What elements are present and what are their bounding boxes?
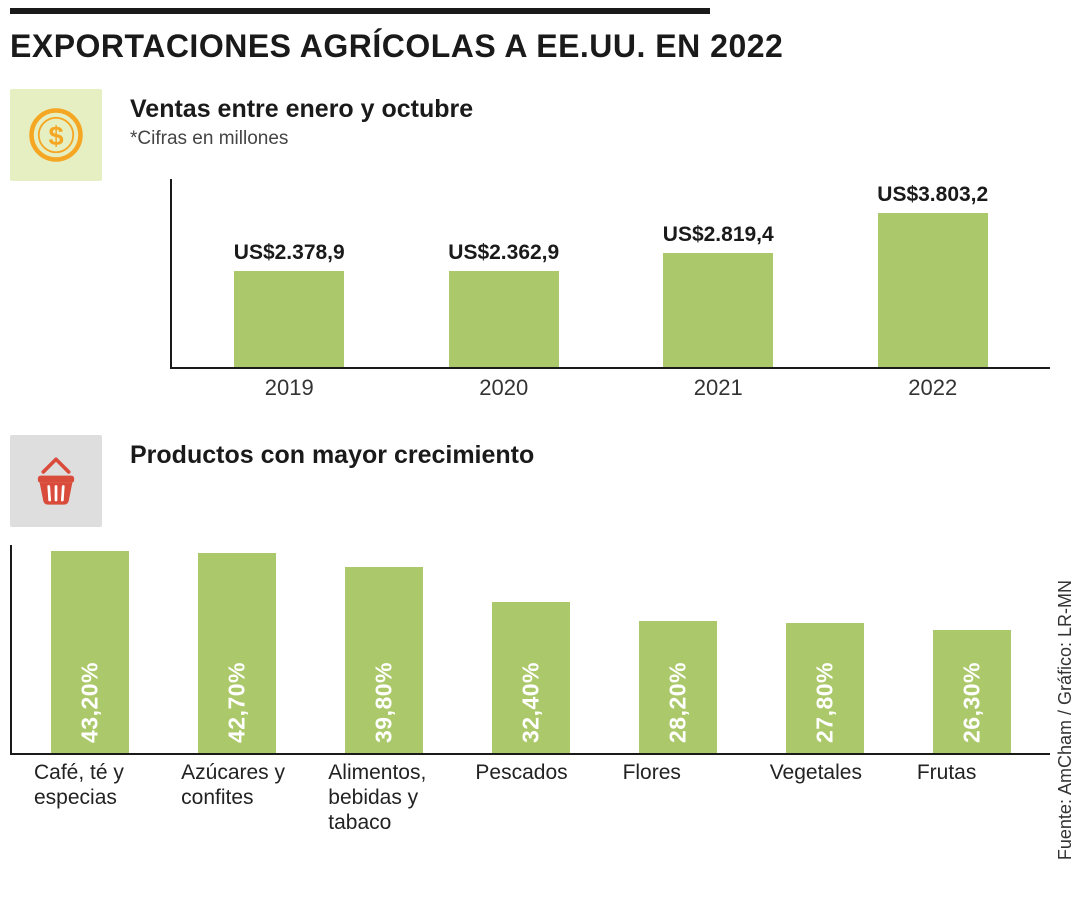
growth-col: 32,40%: [457, 602, 604, 754]
growth-col: 42,70%: [163, 553, 310, 753]
growth-bar: 43,20%: [51, 551, 129, 753]
yearly-note: *Cifras en millones: [130, 128, 473, 150]
source-credit: Fuente: AmCham / Gráfico: LR-MN: [1055, 580, 1076, 860]
growth-bar-value: 26,30%: [959, 662, 986, 743]
growth-bar: 32,40%: [492, 602, 570, 754]
yearly-axis-label: 2020: [397, 375, 612, 401]
growth-bar-value: 27,80%: [812, 662, 839, 743]
growth-bar: 26,30%: [933, 630, 1011, 753]
coin-icon: $: [10, 89, 102, 181]
growth-axis-label: Vegetales: [752, 761, 899, 835]
yearly-bar: [663, 253, 773, 367]
growth-bar-value: 32,40%: [517, 662, 544, 743]
yearly-bar: [234, 271, 344, 367]
yearly-bar: [878, 213, 988, 367]
growth-bar: 39,80%: [345, 567, 423, 753]
yearly-axis-label: 2021: [611, 375, 826, 401]
growth-section: Productos con mayor crecimiento 43,20% 42…: [10, 435, 1050, 835]
growth-col: 27,80%: [752, 623, 899, 753]
growth-axis-label: Café, té y especias: [16, 761, 163, 835]
growth-col: 28,20%: [605, 621, 752, 753]
yearly-col: US$3.803,2: [826, 183, 1041, 367]
yearly-bar-value: US$2.362,9: [448, 241, 559, 265]
growth-axis-label: Azúcares y confites: [163, 761, 310, 835]
growth-bar: 28,20%: [639, 621, 717, 753]
yearly-title: Ventas entre enero y octubre: [130, 95, 473, 124]
yearly-col: US$2.378,9: [182, 241, 397, 367]
growth-axis-label: Frutas: [899, 761, 1046, 835]
yearly-chart: US$2.378,9 US$2.362,9 US$2.819,4 US$3.803,2…: [170, 179, 1050, 401]
growth-axis-label: Flores: [605, 761, 752, 835]
growth-bar-value: 39,80%: [370, 662, 397, 743]
yearly-col: US$2.819,4: [611, 223, 826, 367]
growth-title: Productos con mayor crecimiento: [130, 441, 534, 470]
growth-header: Productos con mayor crecimiento: [10, 435, 1050, 527]
growth-bar: 42,70%: [198, 553, 276, 753]
yearly-bar-value: US$2.819,4: [663, 223, 774, 247]
growth-axis-label: Alimentos, bebidas y tabaco: [310, 761, 457, 835]
yearly-bar-value: US$3.803,2: [877, 183, 988, 207]
growth-axis-label: Pescados: [457, 761, 604, 835]
yearly-bar: [449, 271, 559, 367]
growth-bar: 27,80%: [786, 623, 864, 753]
yearly-header: $ Ventas entre enero y octubre *Cifras e…: [10, 89, 1050, 181]
yearly-axis-label: 2022: [826, 375, 1041, 401]
top-rule: [10, 8, 710, 14]
growth-bar-value: 42,70%: [223, 662, 250, 743]
svg-text:$: $: [48, 120, 63, 151]
growth-col: 43,20%: [16, 551, 163, 753]
page-title: EXPORTACIONES AGRÍCOLAS A EE.UU. EN 2022: [10, 28, 1050, 65]
yearly-axis-label: 2019: [182, 375, 397, 401]
basket-icon: [10, 435, 102, 527]
growth-col: 39,80%: [310, 567, 457, 753]
growth-bar-value: 28,20%: [665, 662, 692, 743]
growth-bar-value: 43,20%: [76, 662, 103, 743]
yearly-bar-value: US$2.378,9: [234, 241, 345, 265]
growth-col: 26,30%: [899, 630, 1046, 753]
yearly-col: US$2.362,9: [397, 241, 612, 367]
